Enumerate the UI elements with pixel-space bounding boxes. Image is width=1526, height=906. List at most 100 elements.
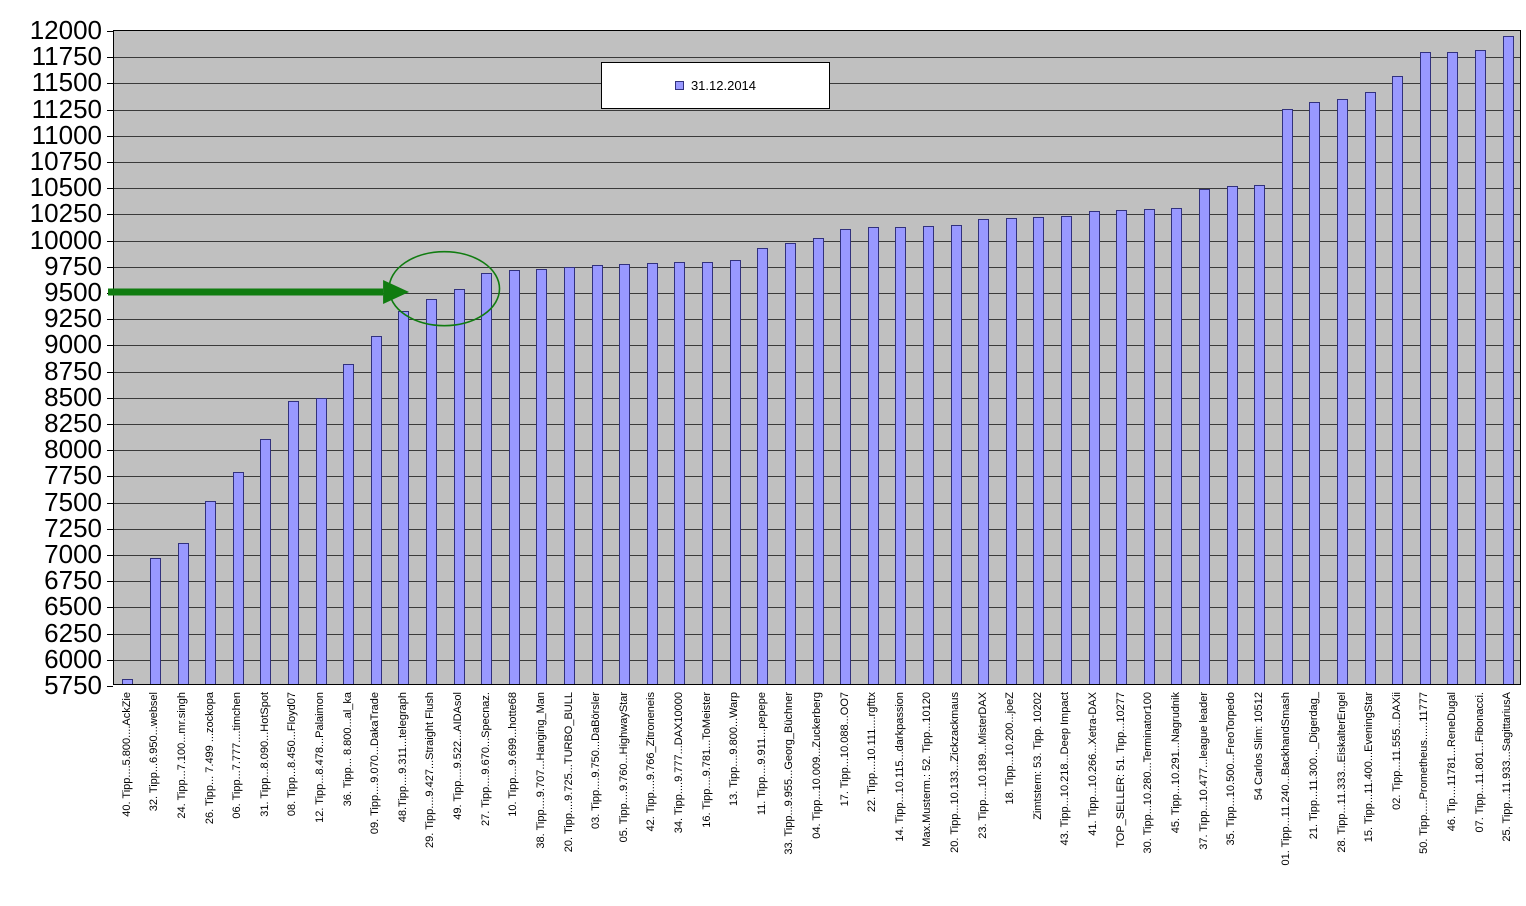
bar <box>370 336 382 684</box>
x-axis-category-label: 43. Tipp...10.218...Deep Impact <box>1059 692 1072 846</box>
x-axis-category-label: 21. Tipp...11.300..._Digerdag_ <box>1307 692 1320 840</box>
y-axis-tick <box>107 31 113 32</box>
bar <box>812 237 824 684</box>
x-axis-category-label: 22. Tipp....10.111....rgfttx <box>866 692 879 813</box>
x-axis-category-label: 34. Tipp....9.777...DAX10000 <box>672 692 685 834</box>
y-axis-tick <box>107 686 113 687</box>
bar <box>1171 208 1183 684</box>
bar <box>1033 217 1045 684</box>
y-axis-tick <box>107 83 113 85</box>
y-axis-tick-label: 12000 <box>29 15 102 45</box>
bar <box>591 264 603 684</box>
y-axis-tick-label: 11500 <box>31 67 102 98</box>
x-axis-category-label: 54 Carlos Slim: 10512 <box>1252 692 1265 801</box>
bar <box>343 364 355 684</box>
y-axis-tick <box>107 633 113 635</box>
x-axis-category-label: 17. Tipp...10.088...OO7 <box>838 692 851 807</box>
y-axis-tick-label: 9750 <box>44 250 102 281</box>
gridline <box>114 214 1520 216</box>
legend: 31.12.2014 <box>601 62 830 109</box>
bar <box>867 226 879 684</box>
bar <box>481 273 493 684</box>
bar <box>1005 217 1017 684</box>
bar <box>729 259 741 684</box>
bar <box>122 678 134 684</box>
y-axis-tick-label: 10250 <box>29 198 102 229</box>
x-axis-category-label: 45. Tipp...10.291...Nagrudnik <box>1169 692 1182 834</box>
gridline <box>114 109 1520 111</box>
y-axis-tick-label: 11250 <box>31 93 102 124</box>
x-axis-category-label: 25. Tipp...11.933...SagittariusA <box>1501 692 1514 842</box>
bar <box>149 558 161 684</box>
legend-swatch-icon <box>674 81 684 90</box>
bar <box>287 401 299 684</box>
bar <box>536 269 548 684</box>
x-axis-category-label: 36. Tipp... 8.800...al_ka <box>341 692 354 807</box>
y-axis-tick <box>107 57 113 59</box>
bar <box>895 226 907 684</box>
bar <box>784 243 796 684</box>
bar <box>840 229 852 684</box>
bar <box>1199 188 1210 684</box>
y-axis-tick-label: 5750 <box>44 670 102 700</box>
y-axis-tick-label: 6000 <box>44 643 102 674</box>
bar <box>453 288 465 684</box>
plot-area <box>107 30 1521 687</box>
y-axis-tick-label: 8000 <box>44 434 102 465</box>
bar <box>1309 102 1321 684</box>
x-axis-category-label: 37. Tipp...10.477...league leader <box>1197 692 1210 850</box>
bar <box>1337 98 1349 684</box>
y-axis-tick <box>107 109 113 111</box>
x-axis-category-label: 23. Tipp....10.189...MisterDAX <box>976 692 989 839</box>
x-axis-category-label: 38. Tipp....9.707...Hanging_Man <box>534 692 547 849</box>
y-axis-tick-label: 9500 <box>44 277 102 307</box>
y-axis-tick-label: 8750 <box>44 355 102 386</box>
bar <box>619 263 631 684</box>
x-axis-category-label: 03. Tipp....9.750...DaBörsler <box>590 692 603 829</box>
y-axis-tick <box>107 555 113 556</box>
x-axis-category-label: 49. Tipp....9.522...AIDAsol <box>452 692 465 820</box>
x-axis-category-label: 14. Tipp...10.115...darkpassion <box>893 692 906 842</box>
y-axis-tick-label: 6750 <box>44 565 102 596</box>
x-axis-category-label: 24. Tipp...7.100...mr.singh <box>176 692 189 819</box>
bar <box>674 261 686 684</box>
bar <box>260 438 272 684</box>
y-axis-tick-label: 7750 <box>44 460 102 491</box>
x-axis-category-label: 32. Tipp...6.950...websel <box>148 692 161 812</box>
y-axis-tick-label: 6250 <box>44 617 102 648</box>
x-axis-category-label: TOP_SELLER: 51. Tipp...10277 <box>1114 692 1127 848</box>
x-axis-category-label: 10. Tipp....9.699...hotte68 <box>507 692 520 817</box>
x-axis-category-label: 28. Tipp...11.333...EiskalterEngel <box>1335 692 1348 853</box>
x-axis-category-label: Zimtstern: 53. Tipp. 10202 <box>1031 692 1044 820</box>
y-axis-tick <box>107 581 113 583</box>
bar <box>978 218 990 684</box>
x-axis-category-label: Max.Musterm.: 52. Tipp...10120 <box>921 692 934 847</box>
x-axis-category-label: 46. Tip....11781...ReneDugal <box>1445 692 1458 832</box>
gridline <box>114 188 1520 190</box>
x-axis-category-label: 31. Tipp...8.090...HotSpot <box>258 692 271 817</box>
bar <box>177 542 189 684</box>
x-axis-category-label: 06. Tipp...7.777....timchen <box>231 692 244 819</box>
x-axis-category-label: 08. Tipp...8.450...Floyd07 <box>286 692 299 817</box>
y-axis-tick <box>107 319 113 321</box>
x-axis-category-label: 05. Tipp....9.760...HighwayStar <box>617 692 630 843</box>
bar <box>922 226 934 684</box>
x-axis-category-label: 41. Tipp...10.266...Xetra-DAX <box>1087 692 1100 836</box>
x-axis-category-label: 13. Tipp....9.800...Warp <box>728 692 741 806</box>
y-axis-tick <box>107 476 113 478</box>
y-axis-tick <box>107 424 113 425</box>
y-axis-tick <box>107 135 113 137</box>
bar <box>950 224 962 684</box>
bar <box>398 310 410 684</box>
x-axis-category-label: 15. Tipp...11.400...EveningStar <box>1363 692 1376 843</box>
y-axis-tick <box>107 450 113 452</box>
x-axis-category-label: 12. Tipp...8.478...Palaimon <box>314 692 327 823</box>
bar <box>1254 184 1266 684</box>
bar <box>1392 75 1404 684</box>
x-axis-category-label: 20. Tipp...10.133...Zickzackmaus <box>949 692 962 853</box>
bar <box>1226 186 1238 684</box>
bar <box>1088 210 1100 684</box>
gridline <box>114 57 1520 59</box>
y-axis-tick-label: 9000 <box>44 329 102 360</box>
